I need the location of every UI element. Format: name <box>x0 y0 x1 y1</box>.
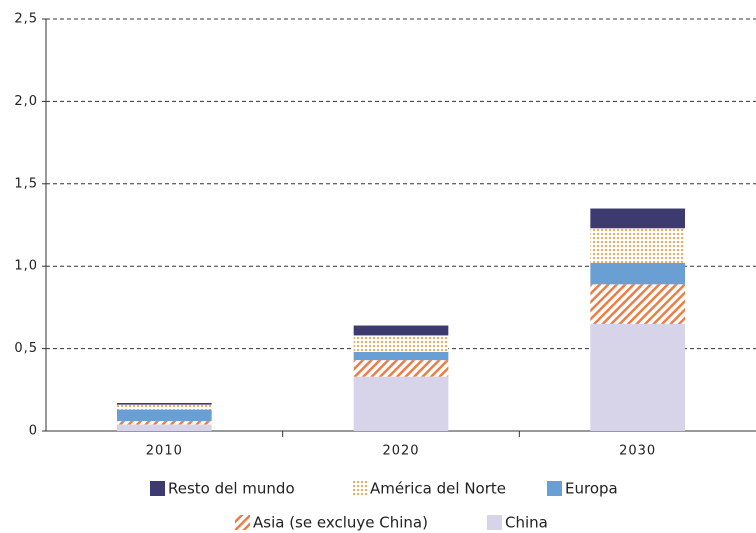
bar-segment <box>590 262 685 285</box>
y-tick-label: 1,5 <box>14 176 38 191</box>
legend-swatch <box>150 481 165 496</box>
bar-segment <box>353 335 449 352</box>
legend-swatch <box>235 515 250 530</box>
legend-label: China <box>505 514 548 532</box>
legend-label: Asia (se excluye China) <box>253 514 428 532</box>
bar-segment <box>353 325 449 336</box>
bar-segment <box>117 409 212 422</box>
x-tick-label: 2020 <box>382 444 419 459</box>
x-tick-label: 2010 <box>146 444 183 459</box>
bar-segment <box>117 424 212 431</box>
legend-swatch <box>487 515 502 530</box>
y-tick-label: 2,0 <box>14 94 38 109</box>
legend-swatch <box>352 481 367 496</box>
legend-label: América del Norte <box>370 480 506 498</box>
y-tick-label: 2,5 <box>14 12 38 27</box>
bar-segment <box>590 284 685 324</box>
bar-segment <box>117 404 212 410</box>
bar-segment <box>353 351 449 361</box>
bar-segment <box>353 376 449 431</box>
y-tick-label: 0 <box>29 424 38 439</box>
bar-segment <box>590 228 685 263</box>
bar-segment <box>117 402 212 405</box>
y-tick-label: 0,5 <box>14 341 38 356</box>
legend-swatch <box>547 481 562 496</box>
legend-label: Europa <box>565 480 618 498</box>
legend-label: Resto del mundo <box>168 480 295 498</box>
bar-segment <box>590 208 685 229</box>
y-tick-label: 1,0 <box>14 259 38 274</box>
bar-segment <box>353 360 449 377</box>
bar-segment <box>117 421 212 425</box>
bar-segment <box>590 323 685 431</box>
x-tick-label: 2030 <box>619 444 656 459</box>
